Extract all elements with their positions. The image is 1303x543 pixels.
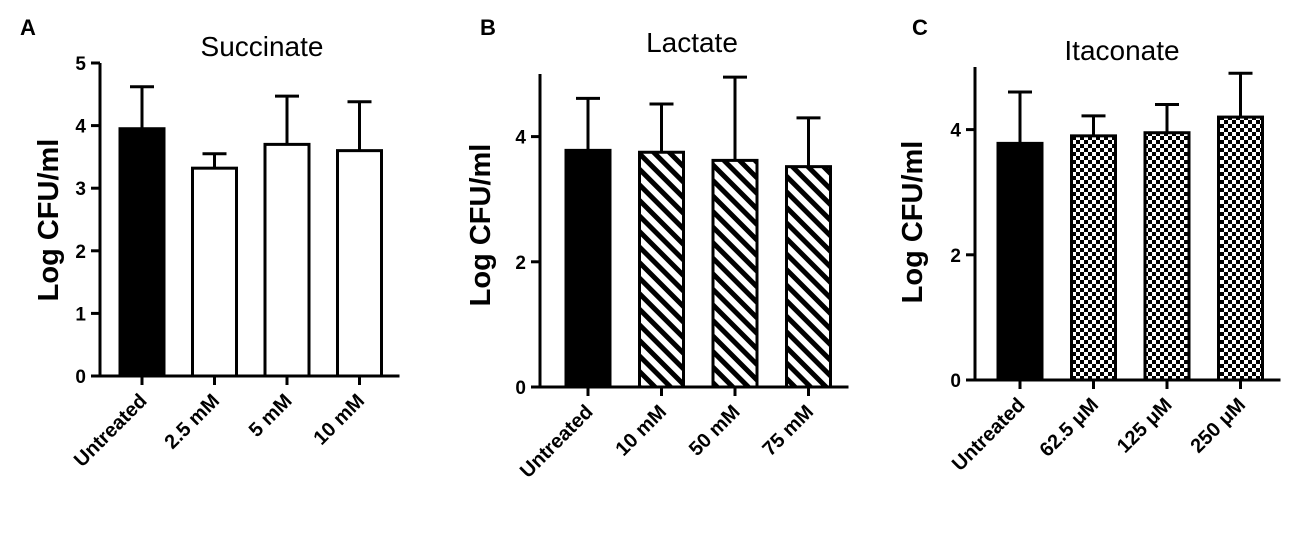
x-tick-label: 250 μM bbox=[1187, 394, 1251, 458]
x-tick-label: 10 mM bbox=[611, 401, 671, 461]
chart-panel-a: A Succinate Log CFU/ml 0 1 2 3 4 5 Untreated 2… bbox=[20, 15, 400, 472]
chart-title-a: Succinate bbox=[201, 31, 324, 62]
bar bbox=[263, 142, 311, 378]
bars-a bbox=[118, 127, 383, 378]
bar bbox=[1217, 115, 1264, 382]
bar bbox=[785, 165, 832, 389]
x-tick-label: Untreated bbox=[70, 390, 152, 472]
bar bbox=[564, 148, 612, 389]
x-tick-label: Untreated bbox=[948, 394, 1030, 476]
error-bars-c bbox=[1008, 71, 1253, 144]
x-tick-label: 5 mM bbox=[245, 390, 297, 442]
x-tick-label: 50 mM bbox=[685, 401, 745, 461]
y-tick-label: 3 bbox=[75, 179, 86, 200]
error-bars-b bbox=[576, 75, 821, 167]
bar bbox=[191, 166, 238, 378]
y-tick-label: 5 bbox=[75, 54, 86, 75]
x-ticks-a: Untreated 2.5 mM 5 mM 10 mM bbox=[70, 376, 369, 472]
y-ticks-c: 0 2 4 bbox=[950, 121, 975, 392]
y-tick-label: 2 bbox=[75, 242, 86, 263]
x-tick-label: 62.5 μM bbox=[1036, 394, 1103, 461]
bar bbox=[996, 141, 1044, 382]
y-tick-label: 2 bbox=[515, 253, 526, 274]
x-tick-label: 10 mM bbox=[309, 390, 369, 450]
y-tick-label: 4 bbox=[950, 121, 961, 142]
bar bbox=[711, 158, 759, 389]
panel-letter-b: B bbox=[480, 15, 496, 40]
y-axis-label-b: Log CFU/ml bbox=[465, 144, 497, 307]
panel-letter-a: A bbox=[20, 15, 36, 40]
x-tick-label: Untreated bbox=[516, 401, 598, 483]
y-tick-label: 4 bbox=[75, 117, 86, 138]
y-axis-label-c: Log CFU/ml bbox=[897, 141, 929, 304]
chart-title-c: Itaconate bbox=[1064, 35, 1179, 66]
chart-panel-c: C Itaconate Log CFU/ml 0 2 4 Untreated 62.5… bbox=[897, 15, 1281, 476]
y-ticks-a: 0 1 2 3 4 5 bbox=[75, 54, 100, 388]
chart-title-b: Lactate bbox=[646, 27, 738, 58]
x-ticks-b: Untreated 10 mM 50 mM 75 mM bbox=[516, 387, 818, 483]
x-ticks-c: Untreated 62.5 μM 125 μM 250 μM bbox=[948, 380, 1250, 476]
chart-panel-b: B Lactate Log CFU/ml 0 2 4 Untreated 10 mM 5… bbox=[465, 15, 849, 483]
y-tick-label: 4 bbox=[515, 128, 526, 149]
x-tick-label: 2.5 mM bbox=[161, 390, 225, 454]
y-tick-label: 0 bbox=[515, 378, 526, 399]
y-tick-label: 1 bbox=[75, 304, 86, 325]
bar bbox=[118, 127, 166, 378]
bars-b bbox=[564, 148, 832, 389]
x-tick-label: 125 μM bbox=[1113, 394, 1177, 458]
y-ticks-b: 0 2 4 bbox=[515, 128, 540, 399]
bar bbox=[1143, 131, 1191, 382]
y-tick-label: 0 bbox=[75, 367, 86, 388]
error-bars-a bbox=[130, 85, 372, 169]
bar bbox=[1070, 134, 1117, 382]
y-axis-label-a: Log CFU/ml bbox=[33, 139, 65, 302]
bar bbox=[336, 149, 383, 378]
y-tick-label: 2 bbox=[950, 246, 961, 267]
y-tick-label: 0 bbox=[950, 371, 961, 392]
bar bbox=[638, 150, 685, 389]
bars-c bbox=[996, 115, 1264, 382]
panel-letter-c: C bbox=[912, 15, 928, 40]
x-tick-label: 75 mM bbox=[758, 401, 818, 461]
